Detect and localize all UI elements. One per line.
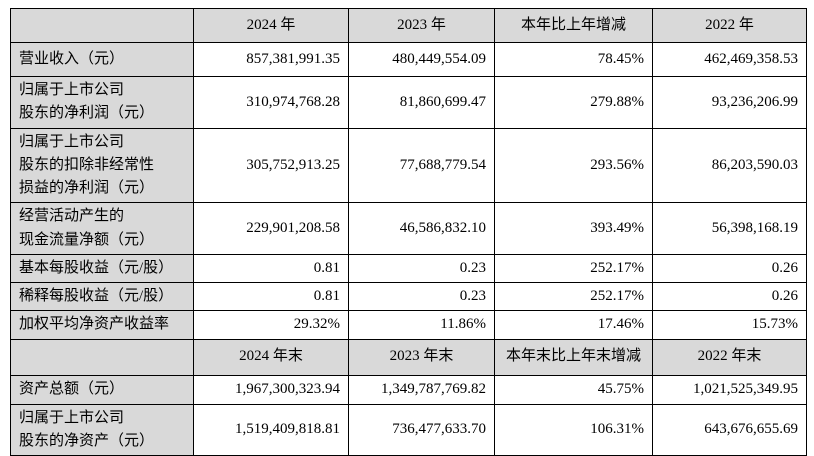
net-profit-excl-2022: 86,203,590.03 [652, 127, 807, 204]
col-header-2023-end: 2023 年末 [348, 338, 495, 376]
table-row-revenue: 营业收入（元） 857,381,991.35 480,449,554.09 78… [10, 42, 807, 77]
revenue-2023: 480,449,554.09 [348, 42, 495, 77]
diluted-eps-2024: 0.81 [193, 281, 349, 312]
table-row-net-profit-excl-nonrecurring: 归属于上市公司 股东的扣除非经常性 损益的净利润（元） 305,752,913.… [10, 127, 807, 204]
cash-flow-2022: 56,398,168.19 [652, 202, 807, 255]
cash-flow-change: 393.49% [494, 202, 653, 255]
total-assets-2023: 1,349,787,769.82 [348, 374, 495, 405]
revenue-2022: 462,469,358.53 [652, 42, 807, 77]
net-assets-2022: 643,676,655.69 [652, 403, 807, 456]
weighted-roe-2022: 15.73% [652, 310, 807, 340]
table-row-net-assets: 归属于上市公司 股东的净资产（元） 1,519,409,818.81 736,4… [10, 403, 807, 456]
header-row-year-end: 2024 年末 2023 年末 本年末比上年末增减 2022 年末 [10, 338, 807, 376]
header-row-annual: 2024 年 2023 年 本年比上年增减 2022 年 [10, 8, 807, 43]
diluted-eps-change: 252.17% [494, 281, 653, 312]
row-label-net-profit-excl: 归属于上市公司 股东的扣除非经常性 损益的净利润（元） [10, 127, 194, 204]
revenue-change: 78.45% [494, 42, 653, 77]
table-row-net-profit: 归属于上市公司 股东的净利润（元） 310,974,768.28 81,860,… [10, 76, 807, 129]
col-header-2023: 2023 年 [348, 8, 495, 43]
diluted-eps-2022: 0.26 [652, 281, 807, 312]
basic-eps-change: 252.17% [494, 253, 653, 284]
table-row-weighted-roe: 加权平均净资产收益率 29.32% 11.86% 17.46% 15.73% [10, 310, 807, 340]
total-assets-change: 45.75% [494, 374, 653, 405]
weighted-roe-2024: 29.32% [193, 310, 349, 340]
table-row-total-assets: 资产总额（元） 1,967,300,323.94 1,349,787,769.8… [10, 374, 807, 405]
financial-summary-table: 2024 年 2023 年 本年比上年增减 2022 年 营业收入（元） 857… [10, 8, 807, 456]
net-profit-2023: 81,860,699.47 [348, 76, 495, 129]
cash-flow-2023: 46,586,832.10 [348, 202, 495, 255]
col-header-2022: 2022 年 [652, 8, 807, 43]
row-label-total-assets: 资产总额（元） [10, 374, 194, 405]
col-header-yoy-change: 本年比上年增减 [494, 8, 653, 43]
table-row-diluted-eps: 稀释每股收益（元/股） 0.81 0.23 252.17% 0.26 [10, 281, 807, 312]
row-label-cash-flow: 经营活动产生的 现金流量净额（元） [10, 202, 194, 255]
row-label-diluted-eps: 稀释每股收益（元/股） [10, 281, 194, 312]
weighted-roe-2023: 11.86% [348, 310, 495, 340]
row-label-weighted-roe: 加权平均净资产收益率 [10, 310, 194, 340]
corner-cell-year-end [10, 338, 194, 376]
weighted-roe-change: 17.46% [494, 310, 653, 340]
basic-eps-2023: 0.23 [348, 253, 495, 284]
net-assets-2023: 736,477,633.70 [348, 403, 495, 456]
col-header-2024: 2024 年 [193, 8, 349, 43]
table-row-basic-eps: 基本每股收益（元/股） 0.81 0.23 252.17% 0.26 [10, 253, 807, 284]
corner-cell-annual [10, 8, 194, 43]
row-label-net-assets: 归属于上市公司 股东的净资产（元） [10, 403, 194, 456]
col-header-year-end-change: 本年末比上年末增减 [494, 338, 653, 376]
basic-eps-2024: 0.81 [193, 253, 349, 284]
net-assets-2024: 1,519,409,818.81 [193, 403, 349, 456]
diluted-eps-2023: 0.23 [348, 281, 495, 312]
revenue-2024: 857,381,991.35 [193, 42, 349, 77]
table-row-operating-cash-flow: 经营活动产生的 现金流量净额（元） 229,901,208.58 46,586,… [10, 202, 807, 255]
net-profit-excl-2024: 305,752,913.25 [193, 127, 349, 204]
row-label-revenue: 营业收入（元） [10, 42, 194, 77]
net-profit-excl-2023: 77,688,779.54 [348, 127, 495, 204]
cash-flow-2024: 229,901,208.58 [193, 202, 349, 255]
net-profit-excl-change: 293.56% [494, 127, 653, 204]
net-assets-change: 106.31% [494, 403, 653, 456]
col-header-2022-end: 2022 年末 [652, 338, 807, 376]
row-label-net-profit: 归属于上市公司 股东的净利润（元） [10, 76, 194, 129]
basic-eps-2022: 0.26 [652, 253, 807, 284]
total-assets-2024: 1,967,300,323.94 [193, 374, 349, 405]
net-profit-change: 279.88% [494, 76, 653, 129]
net-profit-2022: 93,236,206.99 [652, 76, 807, 129]
net-profit-2024: 310,974,768.28 [193, 76, 349, 129]
total-assets-2022: 1,021,525,349.95 [652, 374, 807, 405]
col-header-2024-end: 2024 年末 [193, 338, 349, 376]
row-label-basic-eps: 基本每股收益（元/股） [10, 253, 194, 284]
